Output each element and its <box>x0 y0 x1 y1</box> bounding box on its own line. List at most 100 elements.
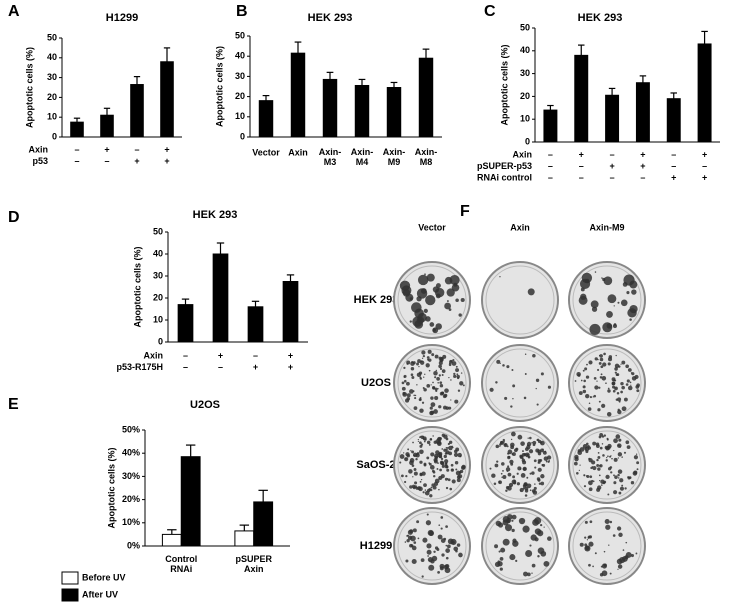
condition-label: Axin <box>143 350 163 360</box>
colony <box>596 380 598 382</box>
x-tick-label: Axin-M8 <box>415 147 438 167</box>
colony <box>499 440 505 445</box>
chart-title: HEK 293 <box>193 209 238 221</box>
colony <box>618 444 620 447</box>
colony <box>583 485 587 488</box>
condition-mark: – <box>579 172 584 182</box>
condition-mark: – <box>548 161 553 171</box>
colony <box>499 362 501 365</box>
colony <box>495 381 498 384</box>
colony <box>416 362 420 366</box>
colony <box>402 391 406 396</box>
plate <box>568 507 646 585</box>
colony <box>527 437 529 439</box>
condition-mark: + <box>104 144 109 154</box>
colony <box>630 384 632 386</box>
colony <box>621 406 627 412</box>
bar <box>635 82 650 143</box>
colony <box>415 486 419 490</box>
colony <box>617 457 620 459</box>
colony <box>430 559 435 564</box>
condition-mark: + <box>640 149 645 159</box>
y-tick-label: 40% <box>122 448 140 458</box>
condition-mark: – <box>218 362 223 372</box>
colony <box>594 357 598 361</box>
colony <box>404 541 407 543</box>
colony <box>586 442 589 446</box>
condition-mark: – <box>183 350 188 360</box>
colony <box>506 518 512 523</box>
colony <box>598 400 601 403</box>
colony <box>417 440 419 443</box>
colony <box>432 470 436 474</box>
colony <box>436 468 439 470</box>
colony <box>588 457 591 461</box>
condition-label: p53 <box>32 156 48 166</box>
colony <box>420 478 423 481</box>
colony <box>526 476 529 479</box>
bar <box>574 54 589 143</box>
colony <box>411 375 415 379</box>
y-axis-label: Apoptotic cells (%) <box>214 46 224 127</box>
colony <box>628 476 632 479</box>
colony <box>452 541 455 544</box>
colony <box>494 544 499 549</box>
colony <box>429 406 433 410</box>
colony <box>517 434 523 440</box>
colony <box>580 379 583 382</box>
plate <box>568 426 646 504</box>
plate-rim <box>397 430 467 500</box>
bar <box>290 52 306 138</box>
colony <box>588 541 594 547</box>
colony <box>445 556 449 560</box>
condition-mark: + <box>702 172 707 182</box>
chart-title: HEK 293 <box>308 12 353 24</box>
colony <box>542 463 546 467</box>
colony <box>428 462 431 464</box>
colony <box>515 447 519 451</box>
plate <box>481 261 559 339</box>
colony <box>417 359 421 363</box>
plate-rim <box>572 430 642 500</box>
colony <box>441 369 446 373</box>
colony <box>593 377 597 380</box>
colony <box>450 468 455 472</box>
colony <box>423 463 427 467</box>
colony <box>457 452 462 458</box>
y-tick-label: 0 <box>240 131 245 141</box>
condition-mark: + <box>164 144 169 154</box>
colony <box>617 452 623 457</box>
colony <box>607 362 611 366</box>
colony <box>624 487 627 490</box>
colony <box>617 477 620 479</box>
y-axis-label: Apoptotic cells (%) <box>106 447 116 528</box>
colony <box>583 379 586 383</box>
condition-mark: + <box>288 362 293 372</box>
colony <box>595 442 600 446</box>
colony <box>419 398 422 401</box>
bar <box>180 456 201 547</box>
colony <box>458 313 462 317</box>
colony <box>437 462 439 464</box>
colony <box>579 278 591 289</box>
colony <box>424 489 427 491</box>
x-tick-label: Axin-M3 <box>319 147 342 167</box>
colony <box>579 542 584 547</box>
colony <box>591 460 596 465</box>
colony <box>423 440 426 443</box>
colony <box>418 486 423 492</box>
plate-dish <box>393 507 471 585</box>
colony <box>600 365 604 369</box>
condition-label: p53-R175H <box>116 362 163 372</box>
bar <box>605 94 620 143</box>
colony <box>511 368 514 371</box>
bar <box>543 109 558 143</box>
y-tick-label: 30 <box>47 72 57 82</box>
y-tick-label: 30 <box>153 270 163 280</box>
colony <box>422 537 428 543</box>
colony <box>612 389 616 393</box>
colony <box>456 475 461 479</box>
colony <box>426 440 431 445</box>
y-axis-label: Apoptotic cells (%) <box>499 44 509 125</box>
colony <box>606 310 613 318</box>
